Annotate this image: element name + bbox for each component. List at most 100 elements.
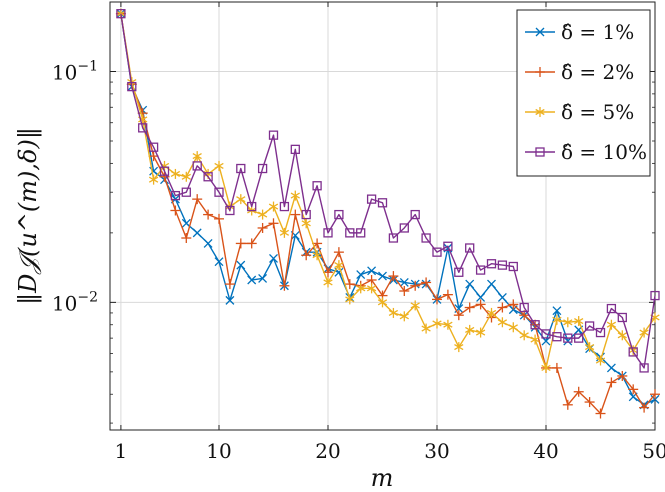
axis-ticks: 1 10 20 30 40 50 10−1 10−2 bbox=[52, 1, 665, 463]
data-point bbox=[214, 257, 224, 267]
data-point bbox=[192, 151, 202, 162]
data-point bbox=[475, 327, 486, 338]
legend-label: δ̂ = 10% bbox=[561, 140, 647, 164]
data-point bbox=[508, 261, 518, 272]
data-point bbox=[192, 161, 202, 171]
data-point bbox=[584, 342, 595, 353]
legend-item: δ̂ = 5% bbox=[525, 100, 634, 124]
data-point bbox=[344, 279, 355, 290]
data-point bbox=[236, 260, 246, 270]
legend-item: δ̂ = 10% bbox=[525, 140, 647, 164]
data-point bbox=[617, 370, 628, 381]
series-group bbox=[115, 8, 660, 419]
data-point bbox=[421, 233, 431, 243]
data-point bbox=[345, 228, 355, 238]
data-point bbox=[410, 280, 421, 291]
data-point bbox=[214, 213, 224, 224]
x-tick-label: 30 bbox=[424, 439, 449, 463]
data-point bbox=[508, 322, 518, 333]
data-point bbox=[257, 209, 268, 220]
data-point bbox=[333, 247, 344, 258]
data-point bbox=[246, 238, 257, 249]
data-point bbox=[148, 174, 159, 185]
data-point bbox=[268, 130, 279, 140]
data-point bbox=[486, 307, 497, 318]
data-point bbox=[606, 303, 617, 314]
data-point bbox=[312, 181, 322, 191]
plot-frame bbox=[109, 1, 656, 431]
data-point bbox=[181, 187, 191, 197]
data-point bbox=[443, 241, 453, 251]
data-point bbox=[301, 218, 311, 229]
data-point bbox=[410, 300, 420, 311]
data-point bbox=[639, 363, 649, 373]
data-point bbox=[535, 107, 545, 117]
data-point bbox=[203, 172, 213, 182]
x-tick-label: 20 bbox=[315, 439, 340, 463]
data-point bbox=[279, 201, 290, 212]
data-point bbox=[465, 243, 475, 253]
data-point bbox=[432, 318, 442, 329]
data-point bbox=[551, 362, 562, 373]
data-point bbox=[301, 209, 311, 220]
series-4 bbox=[116, 9, 660, 373]
data-point bbox=[563, 317, 573, 328]
data-point bbox=[279, 227, 290, 238]
data-point bbox=[356, 283, 366, 294]
data-point bbox=[203, 238, 213, 248]
data-point bbox=[464, 302, 475, 313]
series-line bbox=[120, 13, 656, 415]
data-point bbox=[269, 253, 278, 263]
data-point bbox=[388, 307, 399, 318]
data-point bbox=[192, 194, 203, 205]
data-point bbox=[465, 279, 475, 289]
data-point bbox=[487, 279, 496, 289]
data-point bbox=[290, 209, 301, 220]
data-point bbox=[236, 194, 246, 205]
data-point bbox=[519, 330, 529, 341]
data-point bbox=[465, 324, 475, 335]
data-point bbox=[334, 209, 344, 220]
data-point bbox=[214, 187, 224, 197]
legend: δ̂ = 1% δ̂ = 2% δ̂ = 5% δ̂ = 10% bbox=[516, 9, 651, 177]
data-point bbox=[247, 275, 257, 285]
data-point bbox=[356, 228, 366, 238]
data-point bbox=[377, 297, 388, 308]
data-point bbox=[247, 201, 257, 212]
data-point bbox=[345, 294, 355, 305]
data-point bbox=[497, 317, 508, 328]
data-point bbox=[584, 397, 595, 408]
data-point bbox=[454, 342, 464, 353]
data-point bbox=[138, 123, 148, 133]
data-point bbox=[584, 321, 595, 331]
data-point bbox=[617, 330, 627, 341]
data-point bbox=[312, 250, 322, 261]
data-point bbox=[562, 399, 573, 410]
legend-item: δ̂ = 2% bbox=[525, 60, 634, 84]
data-point bbox=[535, 147, 545, 157]
x-tick-label: 10 bbox=[206, 439, 231, 463]
data-point bbox=[399, 277, 409, 287]
data-point bbox=[334, 260, 344, 271]
data-point bbox=[257, 163, 268, 174]
y-tick-label: 10−2 bbox=[52, 289, 98, 315]
data-point bbox=[323, 277, 333, 288]
data-point bbox=[116, 9, 126, 19]
data-point bbox=[606, 377, 617, 388]
legend-label: δ̂ = 1% bbox=[561, 20, 634, 44]
data-point bbox=[650, 290, 660, 301]
data-point bbox=[159, 166, 170, 176]
x-tick-label: 40 bbox=[533, 439, 558, 463]
data-point bbox=[192, 228, 202, 238]
data-point bbox=[170, 168, 181, 179]
data-point bbox=[497, 293, 507, 302]
data-point bbox=[453, 310, 464, 321]
data-point bbox=[366, 274, 377, 285]
data-point bbox=[530, 334, 540, 345]
data-point bbox=[399, 286, 410, 297]
data-point bbox=[606, 363, 616, 373]
data-point bbox=[475, 299, 486, 310]
legend-item: δ̂ = 1% bbox=[525, 20, 634, 44]
y-tick-label: 10−1 bbox=[52, 58, 98, 84]
